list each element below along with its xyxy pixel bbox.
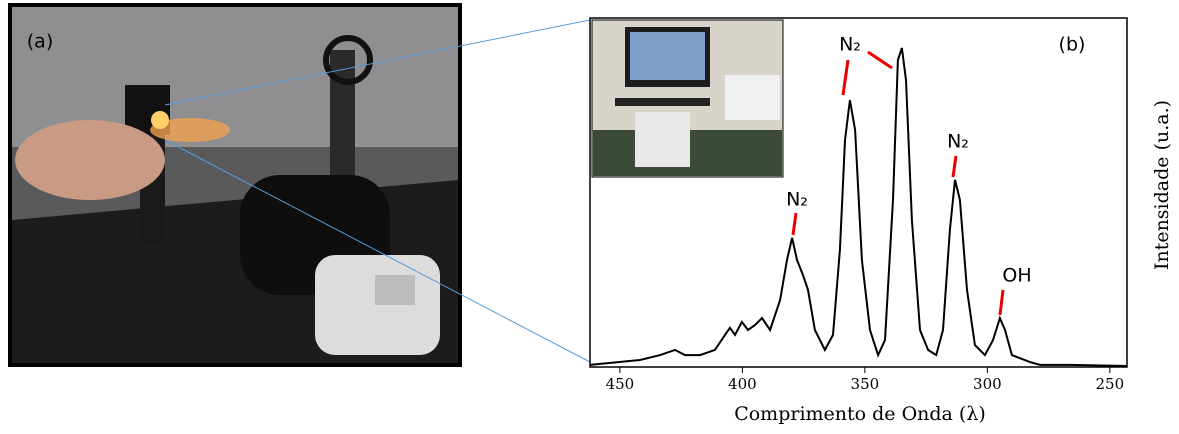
peak-arrow [843, 60, 848, 95]
x-tick-label: 300 [973, 375, 1002, 393]
x-tick-label: 350 [851, 375, 880, 393]
inset-photo [592, 20, 783, 177]
y-axis-label: Intensidade (u.a.) [1151, 100, 1173, 270]
panel-label: (a) [27, 31, 53, 53]
peak-arrow [868, 52, 892, 68]
peak-label: N₂ [839, 34, 861, 56]
peak-label: N₂ [947, 131, 969, 153]
peak-arrow [1000, 290, 1003, 315]
x-tick-label: 400 [728, 375, 757, 393]
panel-label: (b) [1059, 34, 1086, 56]
x-tick-label: 250 [1096, 375, 1125, 393]
peak-arrow [953, 156, 956, 177]
peak-label: N₂ [786, 189, 808, 211]
figure: Comprimento de Onda (λ) Intensidade (u.a… [0, 0, 1179, 434]
peak-label: OH [1002, 265, 1031, 287]
page: Comprimento de Onda (λ) Intensidade (u.a… [0, 0, 1179, 434]
x-axis-label: Comprimento de Onda (λ) [734, 403, 986, 425]
peak-arrow [793, 213, 796, 235]
x-tick-label: 450 [606, 375, 635, 393]
